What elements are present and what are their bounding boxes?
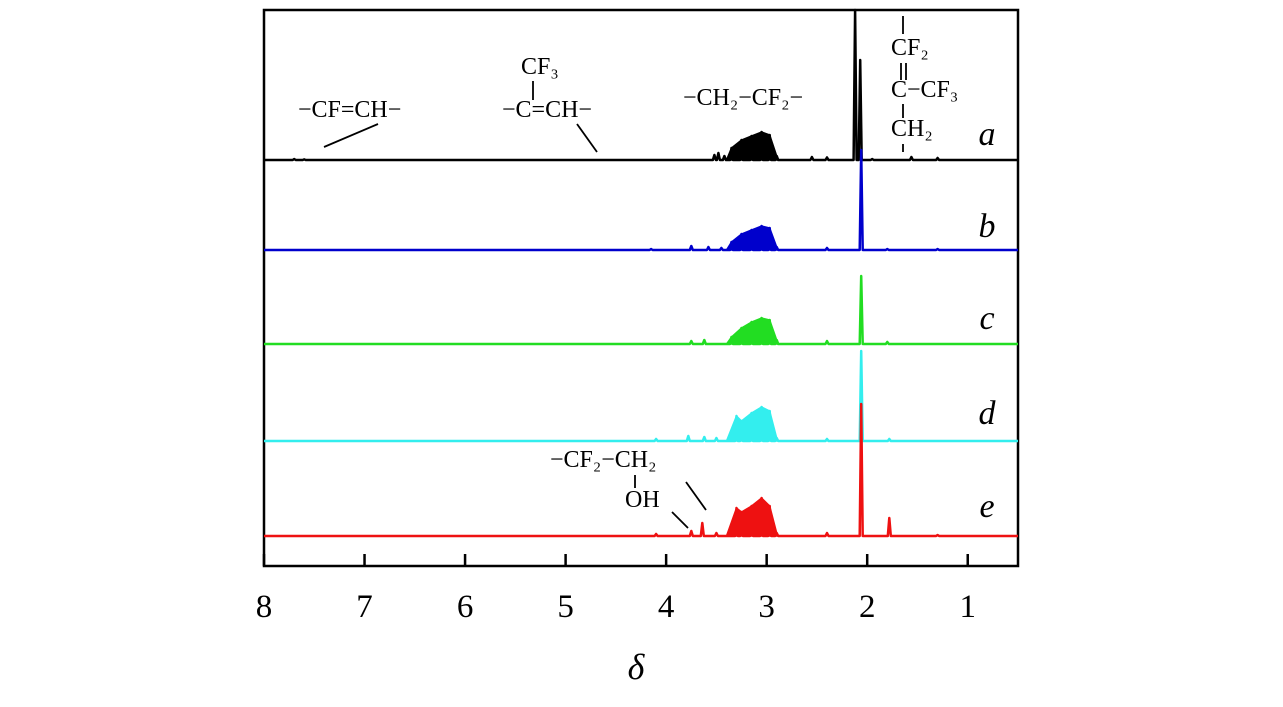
- x-tick-label: 7: [356, 589, 373, 625]
- annotation-leader: [671, 511, 689, 529]
- series-labels: a b c d e: [979, 116, 997, 525]
- annotation-0-line: −CF=CH−: [298, 97, 401, 123]
- series-d-multiplet: [725, 406, 778, 442]
- series-label-d: d: [979, 395, 997, 432]
- annotation-leader: [323, 123, 379, 148]
- annotation-4-line: −CF₂−CH₂: [550, 447, 657, 473]
- plot-frame: [262, 8, 1020, 568]
- annotations: −CF=CH−CF3 | −C=CH−−CH2−CF2−CF2 ‖ C−CF3 …: [298, 16, 958, 529]
- x-tick-label: 4: [658, 589, 675, 625]
- annotation-3-line: CH₂: [891, 116, 933, 142]
- series-label-c: c: [979, 300, 994, 337]
- x-axis-ticks: 8 7 6 5 4 3 2 1: [256, 554, 976, 625]
- series-c-line: [264, 274, 1018, 346]
- x-tick-label: 6: [457, 589, 474, 625]
- series-label-a: a: [979, 116, 996, 153]
- x-tick-label: 1: [959, 589, 976, 625]
- series-b-line: [264, 148, 1018, 252]
- annotation-leader: [576, 123, 598, 153]
- annotation-1-line: CF₃: [521, 54, 559, 80]
- series-b-multiplet: [725, 225, 778, 251]
- series-e-multiplet: [725, 496, 778, 537]
- series-label-b: b: [979, 208, 996, 245]
- x-tick-label: 8: [256, 589, 273, 625]
- annotation-2-line: −CH₂−CF₂−: [683, 85, 803, 111]
- x-tick-label: 5: [557, 589, 574, 625]
- annotation-1-line: −C=CH−: [502, 97, 592, 123]
- annotation-leader: [685, 481, 707, 511]
- annotation-4-line: OH: [625, 487, 660, 513]
- series-c-multiplet: [725, 317, 778, 345]
- annotation-3-line: CF₂: [891, 35, 929, 61]
- series-a-multiplet: [725, 131, 778, 161]
- series-d-line: [264, 349, 1018, 443]
- x-axis-label: δ: [628, 647, 646, 687]
- series-label-e: e: [979, 488, 994, 525]
- annotation-3-line: C−CF₃: [891, 77, 958, 103]
- x-tick-label: 3: [758, 589, 775, 625]
- x-tick-label: 2: [859, 589, 876, 625]
- series-layer: [264, 8, 1018, 538]
